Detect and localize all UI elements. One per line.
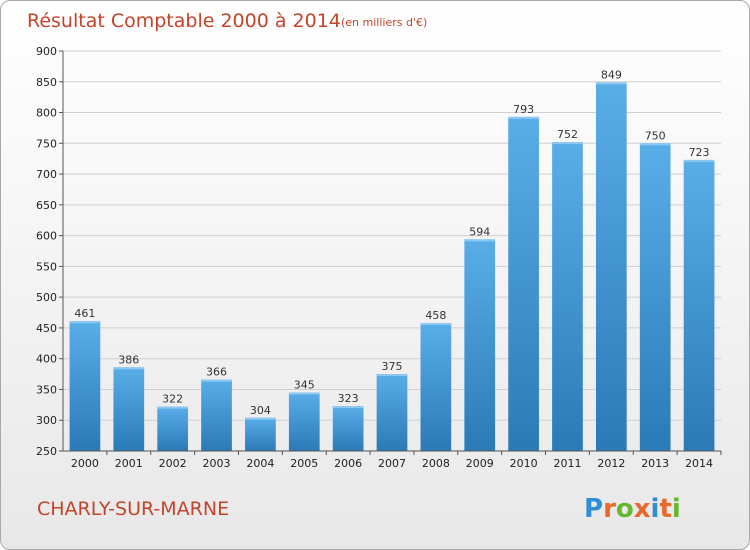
bar-top-highlight	[595, 82, 627, 85]
x-tick-label-2009: 2009	[466, 457, 494, 470]
bar-top-highlight	[508, 116, 539, 119]
y-tick-label: 900	[36, 45, 57, 58]
bar-top-highlight	[552, 142, 583, 145]
bar-2003	[201, 379, 232, 451]
bar-2000	[69, 321, 101, 451]
x-tick-label-2006: 2006	[334, 457, 362, 470]
bars: 461 386 322 366 304 345 323 375 458 594 793 752 849 7…	[69, 68, 715, 452]
bar-top-highlight	[464, 239, 496, 242]
x-tick-label-2013: 2013	[641, 457, 669, 470]
x-tick-label-2010: 2010	[510, 457, 538, 470]
bar-2012	[595, 82, 627, 451]
bar-top-highlight	[113, 367, 145, 370]
y-tick-label: 550	[36, 260, 57, 273]
bar-2007	[376, 374, 408, 451]
value-label-2009: 594	[469, 225, 490, 238]
bar-top-highlight	[201, 379, 232, 382]
bar-top-highlight	[376, 374, 408, 377]
y-tick-label: 600	[36, 230, 57, 243]
value-label-2011: 752	[557, 128, 578, 141]
x-tick-label-2002: 2002	[159, 457, 187, 470]
value-label-2008: 458	[425, 309, 446, 322]
x-tick-label-2007: 2007	[378, 457, 406, 470]
value-label-2004: 304	[250, 404, 271, 417]
bar-2014	[683, 159, 715, 451]
x-tick-label-2001: 2001	[115, 457, 143, 470]
bar-top-highlight	[420, 323, 452, 325]
y-tick-label: 500	[36, 291, 57, 304]
value-label-2000: 461	[74, 307, 95, 320]
bar-2001	[113, 367, 145, 451]
bar-2011	[552, 142, 583, 452]
x-tick-label-2000: 2000	[71, 457, 99, 470]
y-tick-label: 700	[36, 168, 57, 181]
value-label-2006: 323	[338, 392, 359, 405]
bar-2013	[639, 143, 671, 452]
proxiti-logo: Proxiti	[584, 494, 681, 524]
value-label-2007: 375	[382, 360, 403, 373]
bar-top-highlight	[69, 321, 101, 324]
y-tick-label: 250	[36, 445, 57, 458]
x-tick-label-2014: 2014	[685, 457, 713, 470]
grid-lines	[63, 50, 721, 452]
value-label-2013: 750	[645, 129, 666, 142]
x-tick-label-2005: 2005	[290, 457, 318, 470]
x-tick-label-2003: 2003	[203, 457, 231, 470]
x-tick-label-2011: 2011	[553, 457, 581, 470]
chart-title: Résultat Comptable 2000 à 2014	[27, 10, 341, 32]
y-tick-label: 300	[36, 414, 57, 427]
chart-subtitle: (en milliers d'€)	[341, 16, 427, 29]
value-label-2010: 793	[513, 103, 534, 116]
bar-2009	[464, 239, 496, 451]
place-name: CHARLY-SUR-MARNE	[37, 498, 229, 520]
value-label-2001: 386	[118, 353, 139, 366]
bar-2010	[508, 116, 539, 451]
bar-2005	[288, 392, 320, 451]
y-tick-label: 650	[36, 199, 57, 212]
bar-top-highlight	[157, 406, 189, 409]
bar-top-highlight	[683, 159, 715, 162]
x-tick-label-2008: 2008	[422, 457, 450, 470]
y-tick-label: 350	[36, 383, 57, 396]
bar-top-highlight	[288, 392, 320, 395]
y-tick-label: 800	[36, 107, 57, 120]
value-label-2012: 849	[601, 68, 622, 81]
bar-top-highlight	[245, 417, 276, 420]
y-tick-label: 450	[36, 322, 57, 335]
bar-2008	[420, 323, 452, 451]
x-tick-label-2012: 2012	[597, 457, 625, 470]
bar-2006	[332, 406, 364, 451]
value-label-2005: 345	[294, 379, 315, 392]
x-tick-label-2004: 2004	[246, 457, 274, 470]
bar-2004	[245, 417, 276, 451]
axes: 250 300 350 400 450 500 550 600 650 700 750 800 850 9…	[36, 45, 722, 470]
y-tick-label: 750	[36, 137, 57, 150]
y-tick-label: 850	[36, 76, 57, 89]
bar-top-highlight	[639, 143, 671, 146]
value-label-2014: 723	[689, 146, 710, 159]
y-tick-label: 400	[36, 353, 57, 366]
value-label-2002: 322	[162, 393, 183, 406]
bar-2002	[157, 406, 189, 451]
value-label-2003: 366	[206, 366, 227, 379]
bar-top-highlight	[332, 406, 364, 409]
